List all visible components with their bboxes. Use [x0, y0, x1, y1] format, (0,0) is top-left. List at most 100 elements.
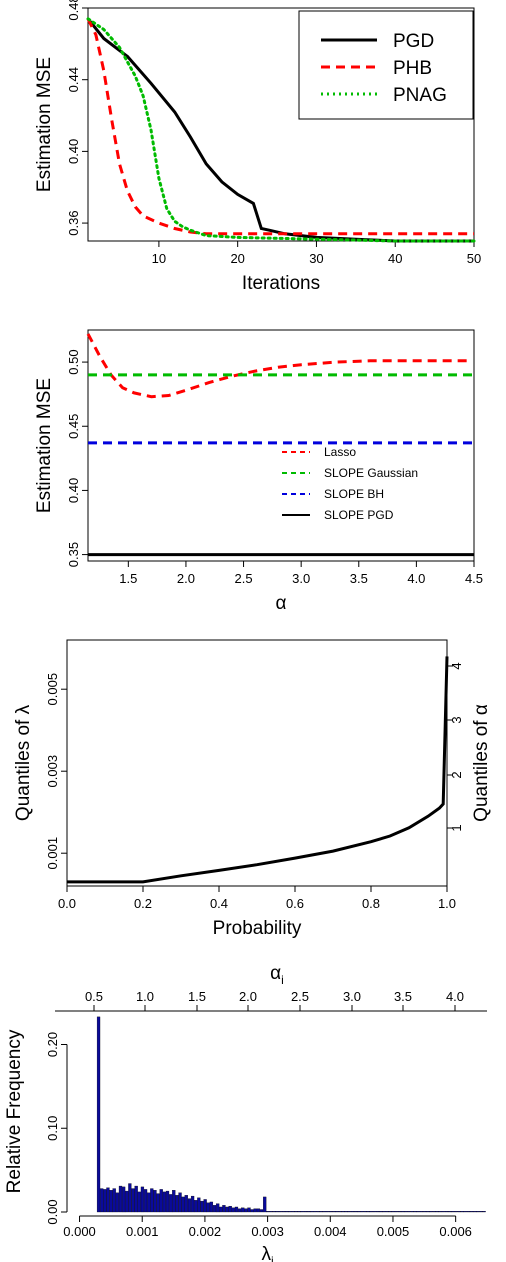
histogram-bar — [357, 1211, 361, 1213]
histogram-bar — [473, 1211, 477, 1213]
histogram-bar — [284, 1211, 289, 1213]
histogram-bar — [147, 1192, 151, 1213]
histogram-bar — [379, 1211, 383, 1213]
top-tick-label: 4.0 — [446, 989, 464, 1004]
histogram-bar — [253, 1208, 257, 1213]
histogram-bar — [447, 1211, 452, 1213]
histogram-bar — [404, 1211, 408, 1213]
y-tick-label: 0.003 — [45, 755, 60, 788]
right-tick-label: 2 — [449, 771, 464, 778]
histogram-bar — [140, 1186, 145, 1213]
histogram-bar — [294, 1211, 298, 1213]
histogram-bar — [391, 1211, 395, 1213]
y-tick-label: 0.45 — [66, 414, 81, 439]
histogram-bar — [463, 1211, 467, 1213]
x-tick-label: 0.001 — [126, 1224, 159, 1239]
histogram-bar — [203, 1199, 207, 1213]
x-tick-label: 2.0 — [177, 571, 195, 586]
histogram-bar — [288, 1211, 292, 1213]
histogram-bar — [441, 1211, 445, 1213]
series-line-0 — [67, 656, 449, 884]
histogram-bar — [335, 1211, 339, 1213]
histogram-bar — [366, 1211, 370, 1213]
histogram-bar — [444, 1211, 449, 1213]
histogram-bar — [397, 1211, 402, 1213]
histogram-bar — [407, 1211, 411, 1213]
y-tick-label: 0.40 — [66, 139, 81, 164]
plot-frame-2 — [87, 329, 475, 562]
x-axis-label: α — [276, 593, 287, 614]
histogram-bar — [256, 1208, 261, 1213]
histogram-bar — [350, 1211, 355, 1213]
x-tick-label: 0.8 — [362, 896, 380, 911]
histogram-bar — [231, 1207, 235, 1213]
histogram-bar — [216, 1203, 220, 1213]
histogram-bar — [394, 1211, 398, 1213]
x-tick-label: 0.006 — [439, 1224, 472, 1239]
histogram-bar — [162, 1191, 166, 1213]
histogram-bar — [222, 1205, 226, 1213]
histogram-bar — [187, 1198, 192, 1213]
x-tick-label: 30 — [309, 251, 323, 266]
histogram-bar — [212, 1205, 217, 1213]
histogram-bar — [454, 1211, 458, 1213]
legend-label: PGD — [393, 31, 434, 52]
series-line-pgd — [86, 17, 474, 243]
histogram-bar — [143, 1189, 148, 1213]
x-tick-label: 3.5 — [350, 571, 368, 586]
histogram-bar — [291, 1211, 295, 1213]
histogram-bar — [165, 1190, 170, 1213]
histogram-bar — [178, 1192, 182, 1213]
histogram-bar — [469, 1211, 474, 1213]
histogram-bar — [419, 1211, 424, 1213]
histogram-bar — [190, 1195, 195, 1213]
histogram-bar — [432, 1211, 436, 1213]
histogram-bar — [263, 1196, 267, 1213]
histogram-bar — [234, 1206, 239, 1213]
histogram-bar — [269, 1211, 273, 1213]
histogram-bar — [466, 1211, 471, 1213]
x-tick-label: 4.0 — [407, 571, 425, 586]
x-tick-label: 1.5 — [119, 571, 137, 586]
y-tick-label: 0.40 — [66, 478, 81, 503]
histogram-bar — [310, 1211, 314, 1213]
x-tick-label: 0.004 — [314, 1224, 347, 1239]
histogram-bar — [118, 1185, 123, 1213]
histogram-bar — [219, 1206, 223, 1213]
histogram-bar — [422, 1211, 427, 1213]
histogram-bar — [410, 1211, 414, 1213]
histogram-bar — [460, 1211, 464, 1213]
y-axis-label: Quantiles of λ — [13, 704, 34, 821]
histogram-bar — [237, 1208, 242, 1213]
histogram-bar — [175, 1195, 179, 1213]
y-tick-label: 0.10 — [45, 1116, 60, 1141]
histogram-bar — [278, 1211, 282, 1213]
histogram-bar — [128, 1183, 132, 1213]
histogram-bar — [96, 1016, 101, 1213]
histogram-bar — [109, 1190, 113, 1213]
histogram-bar — [457, 1211, 461, 1213]
histogram-bar — [137, 1191, 141, 1213]
x-axis-label: λi — [262, 1244, 274, 1262]
histogram-bar — [206, 1202, 210, 1213]
top-axis-label: αi — [270, 963, 284, 987]
histogram-bar — [451, 1211, 455, 1213]
histogram-bar — [150, 1188, 154, 1213]
histogram-bar — [353, 1211, 358, 1213]
x-tick-label: 0.6 — [286, 896, 304, 911]
series-line-pnag — [86, 17, 476, 243]
top-tick-label: 3.0 — [343, 989, 361, 1004]
histogram-bar — [344, 1211, 348, 1213]
top-tick-label: 0.5 — [85, 989, 103, 1004]
histogram-bar — [385, 1211, 389, 1213]
histogram-bar — [106, 1187, 110, 1213]
histogram-bar — [153, 1190, 157, 1213]
top-tick-label: 1.5 — [188, 989, 206, 1004]
legend-label: SLOPE BH — [324, 487, 384, 501]
histogram-bar — [416, 1211, 420, 1213]
x-tick-label: 0.4 — [210, 896, 228, 911]
histogram-bar — [169, 1194, 173, 1213]
histogram-bar — [426, 1211, 430, 1213]
histogram-bar — [363, 1211, 367, 1213]
